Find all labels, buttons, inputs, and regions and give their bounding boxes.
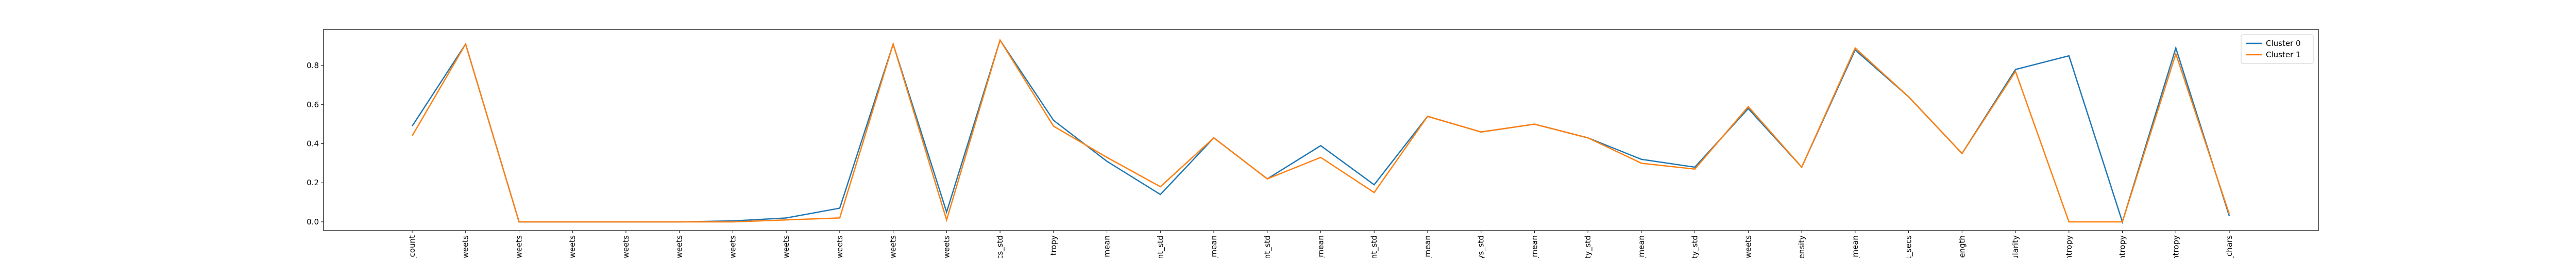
series-line bbox=[411, 38, 2230, 224]
x-tick-label: weets bbox=[889, 235, 898, 258]
x-tick-label: weets bbox=[568, 235, 577, 258]
x-tick-label: _mean bbox=[1103, 235, 1112, 258]
x-tick-label: _mean bbox=[1209, 235, 1219, 258]
x-tick-label: ntropy bbox=[2171, 235, 2180, 258]
x-tick-label: weets bbox=[1743, 235, 1753, 258]
x-tick-label: _mean bbox=[1423, 235, 1433, 258]
y-tick-label: 0.2 bbox=[307, 178, 319, 187]
x-tick-label: ensity bbox=[1797, 235, 1806, 258]
x-tick-label: ty_std bbox=[1583, 235, 1593, 258]
x-tick-label: _count bbox=[408, 235, 417, 258]
legend-box bbox=[2241, 34, 2314, 64]
y-tick-label: 0.4 bbox=[307, 139, 319, 149]
x-tick-label: weets bbox=[835, 235, 844, 258]
x-tick-label: _mean bbox=[1316, 235, 1326, 258]
x-tick-label: _mean bbox=[1637, 235, 1647, 258]
x-tick-label: t_secs bbox=[1904, 235, 1914, 258]
x-tick-label: nt_std bbox=[1369, 235, 1379, 258]
x-tick-label: ntropy bbox=[2118, 235, 2127, 258]
x-tick-label: weets bbox=[782, 235, 791, 258]
x-tick-label: _mean bbox=[1851, 235, 1860, 258]
legend-label: Cluster 1 bbox=[2266, 50, 2301, 59]
x-tick-label: ys_std bbox=[1477, 235, 1486, 258]
x-tick-label: nt_std bbox=[1263, 235, 1273, 258]
x-tick-label: weets bbox=[621, 235, 631, 258]
legend-label: Cluster 0 bbox=[2266, 39, 2301, 48]
x-tick-label: weets bbox=[675, 235, 684, 258]
x-tick-label: _chars bbox=[2225, 235, 2234, 258]
y-tick-label: 0.8 bbox=[307, 61, 319, 70]
x-tick-label: ularity bbox=[2011, 235, 2020, 258]
y-tick-label: 0.6 bbox=[307, 100, 319, 109]
x-tick-label: _mean bbox=[1530, 235, 1539, 258]
series-line bbox=[411, 38, 2230, 223]
y-tick-label: 0.0 bbox=[307, 217, 319, 227]
plot-area bbox=[323, 29, 2319, 231]
x-tick-label: weets bbox=[514, 235, 523, 258]
x-tick-label: tropy bbox=[1049, 235, 1058, 255]
x-tick-label: ntropy bbox=[2064, 235, 2074, 258]
x-tick-label: cs_std bbox=[995, 235, 1005, 258]
x-tick-label: weets bbox=[942, 235, 951, 258]
x-tick-label: nt_std bbox=[1156, 235, 1165, 258]
x-tick-label: weets bbox=[461, 235, 470, 258]
x-tick-label: ty_std bbox=[1690, 235, 1700, 258]
x-tick-label: ength bbox=[1957, 235, 1967, 258]
x-tick-label: weets bbox=[728, 235, 737, 258]
